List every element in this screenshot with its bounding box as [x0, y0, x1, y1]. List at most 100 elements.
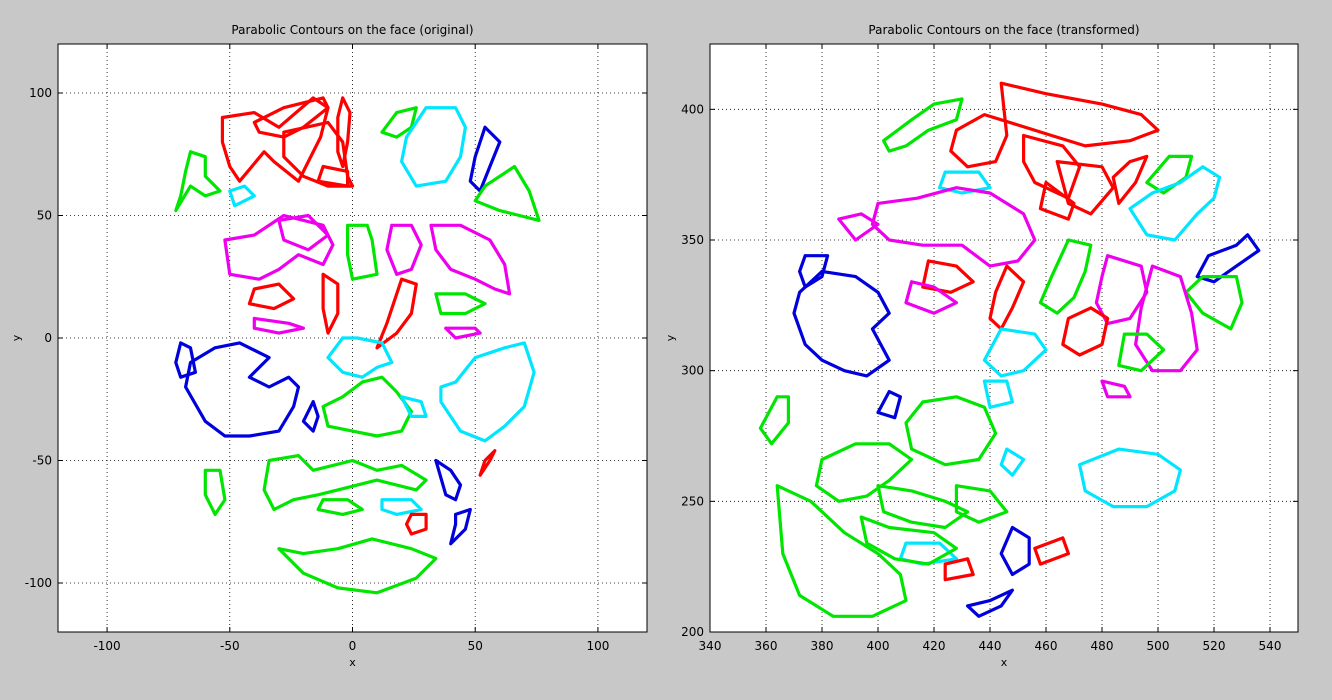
contour-cyan-21: [982, 327, 1048, 378]
contour-green-26: [321, 375, 413, 438]
y-tick-label: 350: [681, 233, 704, 247]
contour-red-17: [1061, 306, 1110, 357]
contour-red-36: [1033, 536, 1071, 566]
x-tick-label: 480: [1091, 639, 1114, 653]
contour-magenta-15: [429, 223, 512, 296]
contour-red-4: [316, 164, 350, 188]
contour-blue-24: [876, 390, 903, 420]
contour-green-19: [434, 292, 487, 316]
x-tick-label: -100: [93, 639, 120, 653]
x-tick-label: 440: [979, 639, 1002, 653]
contour-green-31: [203, 468, 227, 517]
contour-blue-25: [301, 400, 320, 433]
contour-cyan-33: [898, 541, 959, 566]
contour-magenta-40: [837, 212, 880, 242]
contour-green-33: [316, 498, 364, 517]
contour-cyan-8: [400, 106, 467, 188]
contour-green-10: [473, 164, 541, 222]
contour-green-32: [262, 454, 428, 512]
contour-green-13: [346, 223, 379, 281]
contour-green-29: [814, 442, 914, 503]
contour-blue-24: [184, 341, 301, 438]
y-tick-label: 100: [29, 86, 52, 100]
contour-magenta-14: [1133, 264, 1199, 373]
x-tick-label: 360: [755, 639, 778, 653]
contour-blue-30: [434, 458, 463, 502]
y-axis-label: y: [664, 334, 677, 341]
contour-red-4: [1038, 180, 1076, 221]
contour-green-39: [859, 515, 959, 566]
contour-cyan-28: [439, 341, 536, 443]
x-tick-label: 400: [867, 639, 890, 653]
contour-cyan-34: [380, 498, 423, 517]
contour-magenta-11: [223, 213, 335, 281]
contour-blue-23: [792, 269, 891, 378]
contour-magenta-21: [444, 326, 482, 340]
x-tick-label: -50: [220, 639, 240, 653]
contour-red-0: [220, 96, 330, 183]
contour-blue-35: [999, 525, 1031, 577]
left-plot-panel: -100 -50 0 50 100 -100 -50 0 50 100 Parabolic Cont…: [10, 23, 648, 669]
y-tick-label: -100: [25, 576, 52, 590]
y-tick-label: -50: [32, 454, 52, 468]
y-tick-label: 400: [681, 102, 704, 116]
y-tick-label: 0: [44, 331, 52, 345]
contour-magenta-14: [385, 223, 423, 276]
contour-green-7: [380, 106, 418, 139]
contour-green-37: [277, 537, 438, 595]
contour-magenta-12: [277, 213, 330, 252]
contour-blue-37: [965, 588, 1015, 618]
contour-cyan-27: [400, 395, 428, 418]
contour-magenta-20: [1100, 379, 1132, 399]
contour-cyan-27: [982, 379, 1015, 409]
right-plot-panel: 340 360 380 400 420 440 460 480 500 520 540 200 250 3…: [664, 23, 1299, 669]
x-tick-label: 540: [1259, 639, 1282, 653]
axes-frame: [709, 43, 1299, 633]
contour-green-31: [954, 484, 1009, 524]
contour-green-18: [1117, 332, 1166, 373]
y-tick-label: 250: [681, 494, 704, 508]
x-tick-label: 520: [1203, 639, 1226, 653]
contour-magenta-13: [1094, 254, 1149, 326]
x-tick-label: 500: [1147, 639, 1170, 653]
y-axis-label: y: [10, 334, 23, 341]
contour-red-1: [252, 96, 330, 139]
contour-green-26: [904, 395, 998, 467]
contour-red-34: [943, 557, 975, 582]
contour-red-15: [921, 259, 975, 294]
chart-title: Parabolic Contours on the face (original…: [231, 23, 473, 37]
contour-green-30: [876, 484, 970, 530]
y-tick-label: 300: [681, 364, 704, 378]
x-tick-label: 420: [923, 639, 946, 653]
contour-green-12: [1038, 238, 1093, 315]
contour-blue-36: [449, 507, 472, 546]
contour-red-17: [321, 272, 340, 335]
contour-red-3: [336, 96, 352, 169]
contour-red-18: [375, 277, 418, 350]
contour-magenta-20: [252, 316, 305, 335]
contour-green-5: [881, 97, 964, 153]
contour-red-2: [282, 120, 355, 188]
contour-magenta-19: [904, 280, 959, 315]
contour-red-16: [247, 282, 296, 311]
chart-title: Parabolic Contours on the face (transfor…: [868, 23, 1139, 37]
contour-red-0: [949, 81, 1160, 169]
contour-red-35: [404, 512, 428, 536]
y-tick-label: 200: [681, 625, 704, 639]
contour-cyan-6: [228, 184, 256, 208]
x-tick-label: 100: [586, 639, 609, 653]
contour-green-38: [775, 484, 908, 618]
x-axis-label: x: [349, 656, 356, 669]
contour-cyan-8: [1128, 165, 1222, 242]
contour-green-10: [1184, 275, 1244, 331]
contour-magenta-11: [870, 186, 1037, 268]
x-axis-label: x: [1001, 656, 1008, 669]
contour-cyan-28: [999, 447, 1026, 477]
contour-green-25: [758, 395, 791, 446]
contour-green-5: [174, 150, 222, 213]
y-tick-label: 50: [37, 209, 52, 223]
contour-red-29: [478, 449, 497, 477]
x-tick-label: 340: [699, 639, 722, 653]
contour-blue-9: [1195, 233, 1261, 284]
